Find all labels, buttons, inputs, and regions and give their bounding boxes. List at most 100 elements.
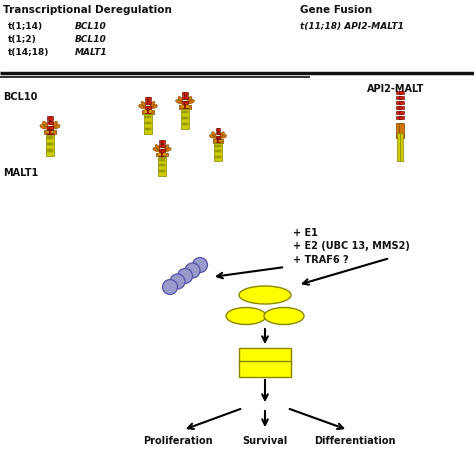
FancyBboxPatch shape [185,117,188,119]
FancyBboxPatch shape [185,122,188,125]
Ellipse shape [188,97,192,101]
FancyBboxPatch shape [46,131,49,133]
FancyBboxPatch shape [47,121,51,124]
Ellipse shape [155,145,160,149]
FancyBboxPatch shape [46,149,49,152]
FancyBboxPatch shape [218,139,220,143]
Ellipse shape [153,147,158,151]
Circle shape [177,268,192,283]
Text: BCL10: BCL10 [75,22,107,31]
FancyBboxPatch shape [163,170,165,172]
Text: t(11;18) API2-MALT1: t(11;18) API2-MALT1 [300,22,404,31]
FancyBboxPatch shape [147,101,151,104]
FancyBboxPatch shape [163,158,165,161]
FancyBboxPatch shape [161,148,164,152]
FancyBboxPatch shape [49,121,53,124]
Text: Survival: Survival [242,436,288,446]
FancyBboxPatch shape [396,100,401,104]
FancyBboxPatch shape [396,110,401,114]
FancyBboxPatch shape [182,92,186,95]
FancyBboxPatch shape [400,116,403,119]
FancyBboxPatch shape [46,135,55,155]
Text: IκB: IκB [256,352,273,361]
Ellipse shape [40,125,46,128]
FancyBboxPatch shape [147,106,151,109]
FancyBboxPatch shape [182,122,184,125]
Ellipse shape [138,105,144,109]
FancyBboxPatch shape [51,143,54,145]
FancyBboxPatch shape [145,122,147,124]
FancyBboxPatch shape [51,149,54,152]
FancyBboxPatch shape [46,143,49,145]
FancyBboxPatch shape [161,144,164,147]
Ellipse shape [55,125,60,128]
FancyBboxPatch shape [219,155,221,158]
Text: Differentiation: Differentiation [314,436,396,446]
Ellipse shape [189,100,194,103]
FancyBboxPatch shape [149,110,152,113]
FancyBboxPatch shape [163,164,165,166]
FancyBboxPatch shape [400,133,403,161]
FancyBboxPatch shape [216,139,219,143]
Ellipse shape [220,132,224,137]
FancyBboxPatch shape [159,164,162,166]
FancyBboxPatch shape [182,100,186,104]
FancyBboxPatch shape [239,348,291,364]
FancyBboxPatch shape [148,116,151,118]
Circle shape [185,263,200,278]
FancyBboxPatch shape [147,110,151,113]
Ellipse shape [164,145,169,149]
Text: BCL10: BCL10 [75,35,107,44]
FancyBboxPatch shape [396,96,401,100]
Text: MALT1: MALT1 [3,168,38,178]
FancyBboxPatch shape [184,92,188,95]
Text: NEMO: NEMO [250,291,280,300]
FancyBboxPatch shape [218,136,220,138]
FancyBboxPatch shape [148,122,151,124]
FancyBboxPatch shape [215,155,218,158]
Text: MALT1: MALT1 [75,48,108,57]
FancyBboxPatch shape [159,148,163,152]
Ellipse shape [166,147,171,151]
FancyBboxPatch shape [400,122,403,138]
Text: t(14;18): t(14;18) [8,48,49,57]
FancyBboxPatch shape [218,128,220,130]
FancyBboxPatch shape [51,137,54,139]
Text: t(1;2): t(1;2) [8,35,37,44]
FancyBboxPatch shape [396,106,401,109]
Text: Gene Fusion: Gene Fusion [300,5,372,15]
FancyBboxPatch shape [145,116,147,118]
FancyBboxPatch shape [219,145,221,147]
FancyBboxPatch shape [159,140,163,143]
FancyBboxPatch shape [396,91,401,94]
FancyBboxPatch shape [400,100,403,104]
Ellipse shape [53,121,57,127]
FancyBboxPatch shape [47,126,51,129]
FancyBboxPatch shape [184,96,188,100]
FancyBboxPatch shape [159,144,163,147]
FancyBboxPatch shape [397,133,400,161]
Text: IKKβ: IKKβ [273,311,295,320]
FancyBboxPatch shape [159,153,163,156]
Ellipse shape [264,308,304,325]
FancyBboxPatch shape [161,140,164,143]
FancyBboxPatch shape [181,109,189,128]
Text: IKKα: IKKα [235,311,257,320]
Circle shape [170,274,185,289]
Ellipse shape [211,132,216,137]
FancyBboxPatch shape [216,128,219,130]
FancyBboxPatch shape [396,134,403,138]
Text: t(1;14): t(1;14) [8,22,43,31]
Text: Proliferation: Proliferation [143,436,213,446]
FancyBboxPatch shape [400,96,403,100]
Text: + E1: + E1 [293,228,318,238]
FancyBboxPatch shape [147,97,151,100]
FancyBboxPatch shape [145,128,147,130]
FancyBboxPatch shape [182,105,186,108]
FancyBboxPatch shape [219,140,222,142]
Text: NF-κB: NF-κB [250,365,280,374]
FancyBboxPatch shape [158,156,166,176]
FancyBboxPatch shape [158,153,161,155]
FancyBboxPatch shape [159,158,162,161]
FancyBboxPatch shape [216,131,219,135]
